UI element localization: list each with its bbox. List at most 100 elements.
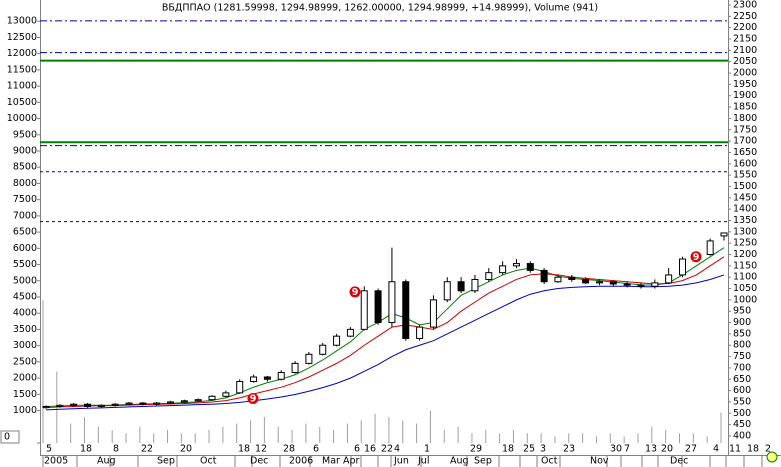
candle-body [429, 299, 437, 328]
y2-tick-label: 1700 [733, 136, 757, 147]
x-day-label: 1 [424, 444, 430, 455]
y2-tick-label: 1300 [733, 226, 757, 237]
y2-tick-label: 850 [733, 328, 751, 339]
y2-tick-label: 1350 [733, 215, 757, 226]
candle-body [333, 335, 341, 346]
x-month-label: Jun [393, 456, 409, 467]
candle-body [540, 269, 548, 283]
candle-body [305, 353, 313, 364]
y-tick-label: 1500 [13, 389, 37, 400]
y2-tick-label: 650 [733, 374, 751, 385]
x-day-label: 3 [540, 444, 546, 455]
y-tick-label: 3500 [13, 324, 37, 335]
x-day-label: 7 [624, 444, 630, 455]
candle-body [512, 263, 520, 267]
x-day-label: 20 [661, 444, 673, 455]
candle-body [263, 376, 271, 380]
marker-label: 9 [250, 394, 257, 405]
y2-tick-label: 500 [733, 408, 751, 419]
x-day-label: 28 [283, 444, 295, 455]
x-month-label: Sep [157, 456, 175, 467]
x-day-label: 5 [46, 444, 52, 455]
x-month-label: Dec [250, 456, 268, 467]
candle-body [153, 402, 161, 405]
x-month-label: 2005 [44, 456, 68, 467]
y-tick-label: 6500 [13, 227, 37, 238]
x-day-label: 18 [80, 444, 92, 455]
y2-tick-label: 1000 [733, 294, 757, 305]
y-tick-label: 2500 [13, 356, 37, 367]
candle-body [208, 395, 216, 401]
chart-title: ВБДППАО (1281.59998, 1294.98999, 1262.00… [162, 3, 598, 14]
y-tick-label: 10000 [7, 113, 37, 124]
y2-tick-label: 450 [733, 419, 751, 430]
y2-tick-label: 1200 [733, 249, 757, 260]
y-tick-label: 12000 [7, 48, 37, 59]
x-day-label: 8 [113, 444, 119, 455]
y2-tick-label: 1850 [733, 102, 757, 113]
candle-body [250, 376, 258, 383]
y-tick-label: 7500 [13, 194, 37, 205]
candle-body [277, 371, 285, 380]
x-month-label: Aug [450, 456, 469, 467]
x-month-label: Aug [97, 456, 116, 467]
candle-body [485, 272, 493, 280]
candle-body [720, 232, 728, 237]
candle-body [56, 404, 64, 407]
y-tick-label: 9000 [13, 146, 37, 157]
candle-body [70, 403, 78, 406]
candle-body [180, 400, 188, 403]
y-tick-label: 8500 [13, 162, 37, 173]
y2-tick-label: 2050 [733, 56, 757, 67]
candle-body [651, 282, 659, 287]
y-tick-label: 4500 [13, 292, 37, 303]
y-tick-label: 6000 [13, 243, 37, 254]
y2-tick-label: 1600 [733, 158, 757, 169]
y-tick-label: 9500 [13, 129, 37, 140]
y2-tick-label: 550 [733, 396, 751, 407]
candle-body [609, 281, 617, 285]
candle-body [125, 402, 133, 405]
x-day-label: 18 [502, 444, 514, 455]
x-day-label: 6 [313, 444, 319, 455]
y-tick-label: 13000 [7, 16, 37, 27]
x-day-label: 20 [180, 444, 192, 455]
x-day-label: 12 [255, 444, 267, 455]
y2-tick-label: 400 [733, 430, 751, 441]
y2-tick-label: 1750 [733, 124, 757, 135]
candle-body [623, 283, 631, 286]
y2-tick-label: 1150 [733, 260, 757, 271]
y2-tick-label: 700 [733, 362, 751, 373]
y2-tick-label: 900 [733, 317, 751, 328]
x-day-label: 27 [685, 444, 697, 455]
y2-tick-label: 1650 [733, 147, 757, 158]
y2-tick-label: 750 [733, 351, 751, 362]
candle-body [678, 258, 686, 276]
y2-tick-label: 1500 [733, 181, 757, 192]
candle-body [443, 281, 451, 301]
y-tick-label: 10500 [7, 97, 37, 108]
status-icon [766, 451, 778, 463]
candle-body [84, 403, 92, 407]
y2-tick-label: 2150 [733, 34, 757, 45]
candle-body [665, 274, 673, 284]
candle-body [582, 278, 590, 284]
x-day-label: 6 [354, 444, 360, 455]
y2-tick-label: 950 [733, 306, 751, 317]
x-month-label: Nov [590, 456, 609, 467]
candle-body [111, 403, 119, 406]
x-month-label: Dec [670, 456, 688, 467]
y2-tick-label: 600 [733, 385, 751, 396]
y-tick-label: 7000 [13, 210, 37, 221]
x-day-label: 2 [765, 444, 771, 455]
y2-tick-label: 1450 [733, 192, 757, 203]
x-day-label: 13 [645, 444, 657, 455]
candle-body [526, 263, 534, 271]
x-day-label: 29 [470, 444, 482, 455]
y2-tick-label: 800 [733, 340, 751, 351]
candle-body [568, 276, 576, 280]
ma-line [45, 274, 725, 411]
y2-tick-label: 1900 [733, 90, 757, 101]
candle-body [402, 281, 410, 339]
y2-tick-label: 2200 [733, 22, 757, 33]
